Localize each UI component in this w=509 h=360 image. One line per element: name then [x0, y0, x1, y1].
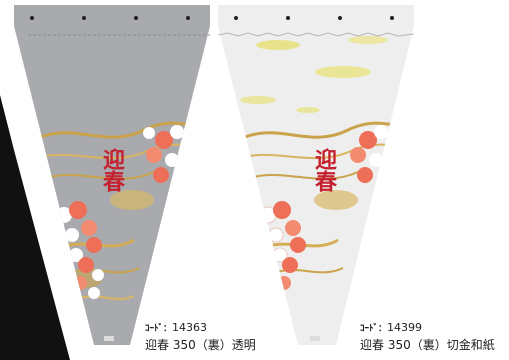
product-name: 迎春 350（裏）切金和紙: [360, 338, 495, 352]
sleeve-transparent-image: [14, 5, 210, 345]
code-label: ｺｰﾄﾞ：: [145, 324, 173, 334]
product-caption-2: ｺｰﾄﾞ：14399 迎春 350（裏）切金和紙: [360, 320, 495, 353]
code-label: ｺｰﾄﾞ：: [360, 324, 388, 334]
product-caption-1: ｺｰﾄﾞ：14363 迎春 350（裏）透明: [145, 320, 256, 353]
product-code-row: ｺｰﾄﾞ：14399: [360, 320, 495, 337]
sleeve-washi-image: [218, 5, 415, 345]
greeting-text-2: 迎春: [311, 148, 337, 192]
greeting-text-1: 迎春: [99, 148, 125, 192]
product-code: 14363: [172, 321, 208, 334]
product-name: 迎春 350（裏）透明: [145, 338, 256, 352]
product-code-row: ｺｰﾄﾞ：14363: [145, 320, 256, 337]
product-code: 14399: [387, 321, 423, 334]
